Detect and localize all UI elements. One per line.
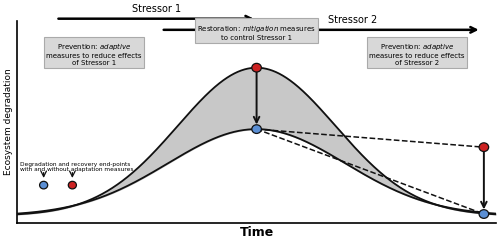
- Ellipse shape: [479, 210, 488, 218]
- Ellipse shape: [68, 181, 76, 189]
- Text: Prevention: $\it{adaptive}$
measures to reduce effects
of Stressor 1: Prevention: $\it{adaptive}$ measures to …: [46, 41, 142, 66]
- Text: Stressor 2: Stressor 2: [328, 15, 377, 25]
- X-axis label: Time: Time: [240, 226, 274, 239]
- Y-axis label: Ecosystem degradation: Ecosystem degradation: [4, 69, 13, 175]
- Text: Degradation and recovery end-points
with and without adaptation measures: Degradation and recovery end-points with…: [20, 162, 133, 173]
- Text: Restoration: $\it{mitigation}$ measures
to control Stressor 1: Restoration: $\it{mitigation}$ measures …: [197, 23, 316, 41]
- Ellipse shape: [40, 181, 48, 189]
- Ellipse shape: [252, 63, 262, 72]
- Ellipse shape: [252, 125, 262, 133]
- Text: Stressor 1: Stressor 1: [132, 4, 180, 14]
- Text: Prevention: $\it{adaptive}$
measures to reduce effects
of Stressor 2: Prevention: $\it{adaptive}$ measures to …: [369, 41, 464, 66]
- Ellipse shape: [479, 143, 488, 152]
